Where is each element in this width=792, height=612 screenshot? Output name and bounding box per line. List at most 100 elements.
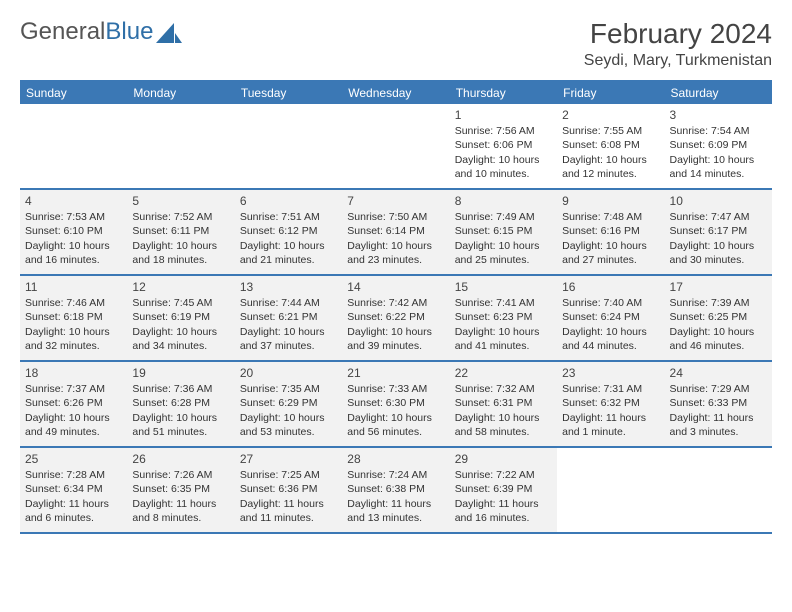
sunset-line: Sunset: 6:21 PM (240, 310, 337, 324)
sunset-line: Sunset: 6:31 PM (455, 396, 552, 410)
day-number: 4 (25, 193, 122, 209)
day-number: 21 (347, 365, 444, 381)
daylight-line: Daylight: 11 hours and 3 minutes. (670, 411, 767, 439)
day-cell: 23Sunrise: 7:31 AMSunset: 6:32 PMDayligh… (557, 362, 664, 446)
day-cell: 17Sunrise: 7:39 AMSunset: 6:25 PMDayligh… (665, 276, 772, 360)
sunrise-line: Sunrise: 7:39 AM (670, 296, 767, 310)
brand-part2: Blue (105, 18, 153, 46)
sunrise-line: Sunrise: 7:35 AM (240, 382, 337, 396)
sunrise-line: Sunrise: 7:37 AM (25, 382, 122, 396)
sunrise-line: Sunrise: 7:29 AM (670, 382, 767, 396)
daylight-line: Daylight: 10 hours and 49 minutes. (25, 411, 122, 439)
sunset-line: Sunset: 6:28 PM (132, 396, 229, 410)
day-cell (127, 104, 234, 188)
sunset-line: Sunset: 6:08 PM (562, 138, 659, 152)
day-cell: 18Sunrise: 7:37 AMSunset: 6:26 PMDayligh… (20, 362, 127, 446)
day-cell: 12Sunrise: 7:45 AMSunset: 6:19 PMDayligh… (127, 276, 234, 360)
weekday-label: Sunday (20, 82, 127, 104)
day-number: 7 (347, 193, 444, 209)
daylight-line: Daylight: 10 hours and 25 minutes. (455, 239, 552, 267)
weekday-label: Tuesday (235, 82, 342, 104)
daylight-line: Daylight: 10 hours and 21 minutes. (240, 239, 337, 267)
sunrise-line: Sunrise: 7:24 AM (347, 468, 444, 482)
sunrise-line: Sunrise: 7:50 AM (347, 210, 444, 224)
daylight-line: Daylight: 11 hours and 16 minutes. (455, 497, 552, 525)
day-number: 22 (455, 365, 552, 381)
day-number: 17 (670, 279, 767, 295)
daylight-line: Daylight: 10 hours and 51 minutes. (132, 411, 229, 439)
day-cell: 16Sunrise: 7:40 AMSunset: 6:24 PMDayligh… (557, 276, 664, 360)
day-cell: 22Sunrise: 7:32 AMSunset: 6:31 PMDayligh… (450, 362, 557, 446)
daylight-line: Daylight: 10 hours and 10 minutes. (455, 153, 552, 181)
sunset-line: Sunset: 6:22 PM (347, 310, 444, 324)
sunset-line: Sunset: 6:35 PM (132, 482, 229, 496)
daylight-line: Daylight: 11 hours and 13 minutes. (347, 497, 444, 525)
sunset-line: Sunset: 6:19 PM (132, 310, 229, 324)
sunset-line: Sunset: 6:26 PM (25, 396, 122, 410)
location: Seydi, Mary, Turkmenistan (584, 52, 772, 70)
sunset-line: Sunset: 6:36 PM (240, 482, 337, 496)
day-number: 13 (240, 279, 337, 295)
weekday-label: Monday (127, 82, 234, 104)
day-cell: 5Sunrise: 7:52 AMSunset: 6:11 PMDaylight… (127, 190, 234, 274)
day-cell: 13Sunrise: 7:44 AMSunset: 6:21 PMDayligh… (235, 276, 342, 360)
weekday-row: SundayMondayTuesdayWednesdayThursdayFrid… (20, 82, 772, 104)
day-cell: 3Sunrise: 7:54 AMSunset: 6:09 PMDaylight… (665, 104, 772, 188)
sunrise-line: Sunrise: 7:32 AM (455, 382, 552, 396)
sunset-line: Sunset: 6:15 PM (455, 224, 552, 238)
sunset-line: Sunset: 6:34 PM (25, 482, 122, 496)
day-number: 29 (455, 451, 552, 467)
sunset-line: Sunset: 6:24 PM (562, 310, 659, 324)
daylight-line: Daylight: 10 hours and 34 minutes. (132, 325, 229, 353)
day-number: 5 (132, 193, 229, 209)
day-number: 11 (25, 279, 122, 295)
daylight-line: Daylight: 10 hours and 12 minutes. (562, 153, 659, 181)
daylight-line: Daylight: 11 hours and 1 minute. (562, 411, 659, 439)
day-number: 8 (455, 193, 552, 209)
day-cell: 15Sunrise: 7:41 AMSunset: 6:23 PMDayligh… (450, 276, 557, 360)
sail-icon (156, 23, 182, 43)
daylight-line: Daylight: 10 hours and 56 minutes. (347, 411, 444, 439)
sunset-line: Sunset: 6:18 PM (25, 310, 122, 324)
sunrise-line: Sunrise: 7:41 AM (455, 296, 552, 310)
day-cell: 11Sunrise: 7:46 AMSunset: 6:18 PMDayligh… (20, 276, 127, 360)
daylight-line: Daylight: 10 hours and 18 minutes. (132, 239, 229, 267)
sunrise-line: Sunrise: 7:48 AM (562, 210, 659, 224)
weekday-label: Thursday (450, 82, 557, 104)
week-row: 18Sunrise: 7:37 AMSunset: 6:26 PMDayligh… (20, 362, 772, 448)
day-cell: 25Sunrise: 7:28 AMSunset: 6:34 PMDayligh… (20, 448, 127, 532)
daylight-line: Daylight: 10 hours and 27 minutes. (562, 239, 659, 267)
day-number: 2 (562, 107, 659, 123)
day-number: 9 (562, 193, 659, 209)
day-cell: 24Sunrise: 7:29 AMSunset: 6:33 PMDayligh… (665, 362, 772, 446)
sunrise-line: Sunrise: 7:52 AM (132, 210, 229, 224)
day-number: 23 (562, 365, 659, 381)
brand-part1: General (20, 18, 105, 46)
sunrise-line: Sunrise: 7:45 AM (132, 296, 229, 310)
day-cell: 8Sunrise: 7:49 AMSunset: 6:15 PMDaylight… (450, 190, 557, 274)
daylight-line: Daylight: 10 hours and 53 minutes. (240, 411, 337, 439)
day-cell: 20Sunrise: 7:35 AMSunset: 6:29 PMDayligh… (235, 362, 342, 446)
sunset-line: Sunset: 6:14 PM (347, 224, 444, 238)
sunrise-line: Sunrise: 7:56 AM (455, 124, 552, 138)
daylight-line: Daylight: 10 hours and 41 minutes. (455, 325, 552, 353)
day-number: 3 (670, 107, 767, 123)
daylight-line: Daylight: 10 hours and 58 minutes. (455, 411, 552, 439)
day-cell: 21Sunrise: 7:33 AMSunset: 6:30 PMDayligh… (342, 362, 449, 446)
sunrise-line: Sunrise: 7:49 AM (455, 210, 552, 224)
sunrise-line: Sunrise: 7:51 AM (240, 210, 337, 224)
daylight-line: Daylight: 10 hours and 39 minutes. (347, 325, 444, 353)
sunset-line: Sunset: 6:38 PM (347, 482, 444, 496)
week-row: 11Sunrise: 7:46 AMSunset: 6:18 PMDayligh… (20, 276, 772, 362)
day-cell: 9Sunrise: 7:48 AMSunset: 6:16 PMDaylight… (557, 190, 664, 274)
sunrise-line: Sunrise: 7:31 AM (562, 382, 659, 396)
sunset-line: Sunset: 6:17 PM (670, 224, 767, 238)
day-number: 14 (347, 279, 444, 295)
day-number: 19 (132, 365, 229, 381)
day-number: 16 (562, 279, 659, 295)
day-cell (342, 104, 449, 188)
sunrise-line: Sunrise: 7:25 AM (240, 468, 337, 482)
daylight-line: Daylight: 10 hours and 37 minutes. (240, 325, 337, 353)
sunrise-line: Sunrise: 7:42 AM (347, 296, 444, 310)
weekday-label: Friday (557, 82, 664, 104)
